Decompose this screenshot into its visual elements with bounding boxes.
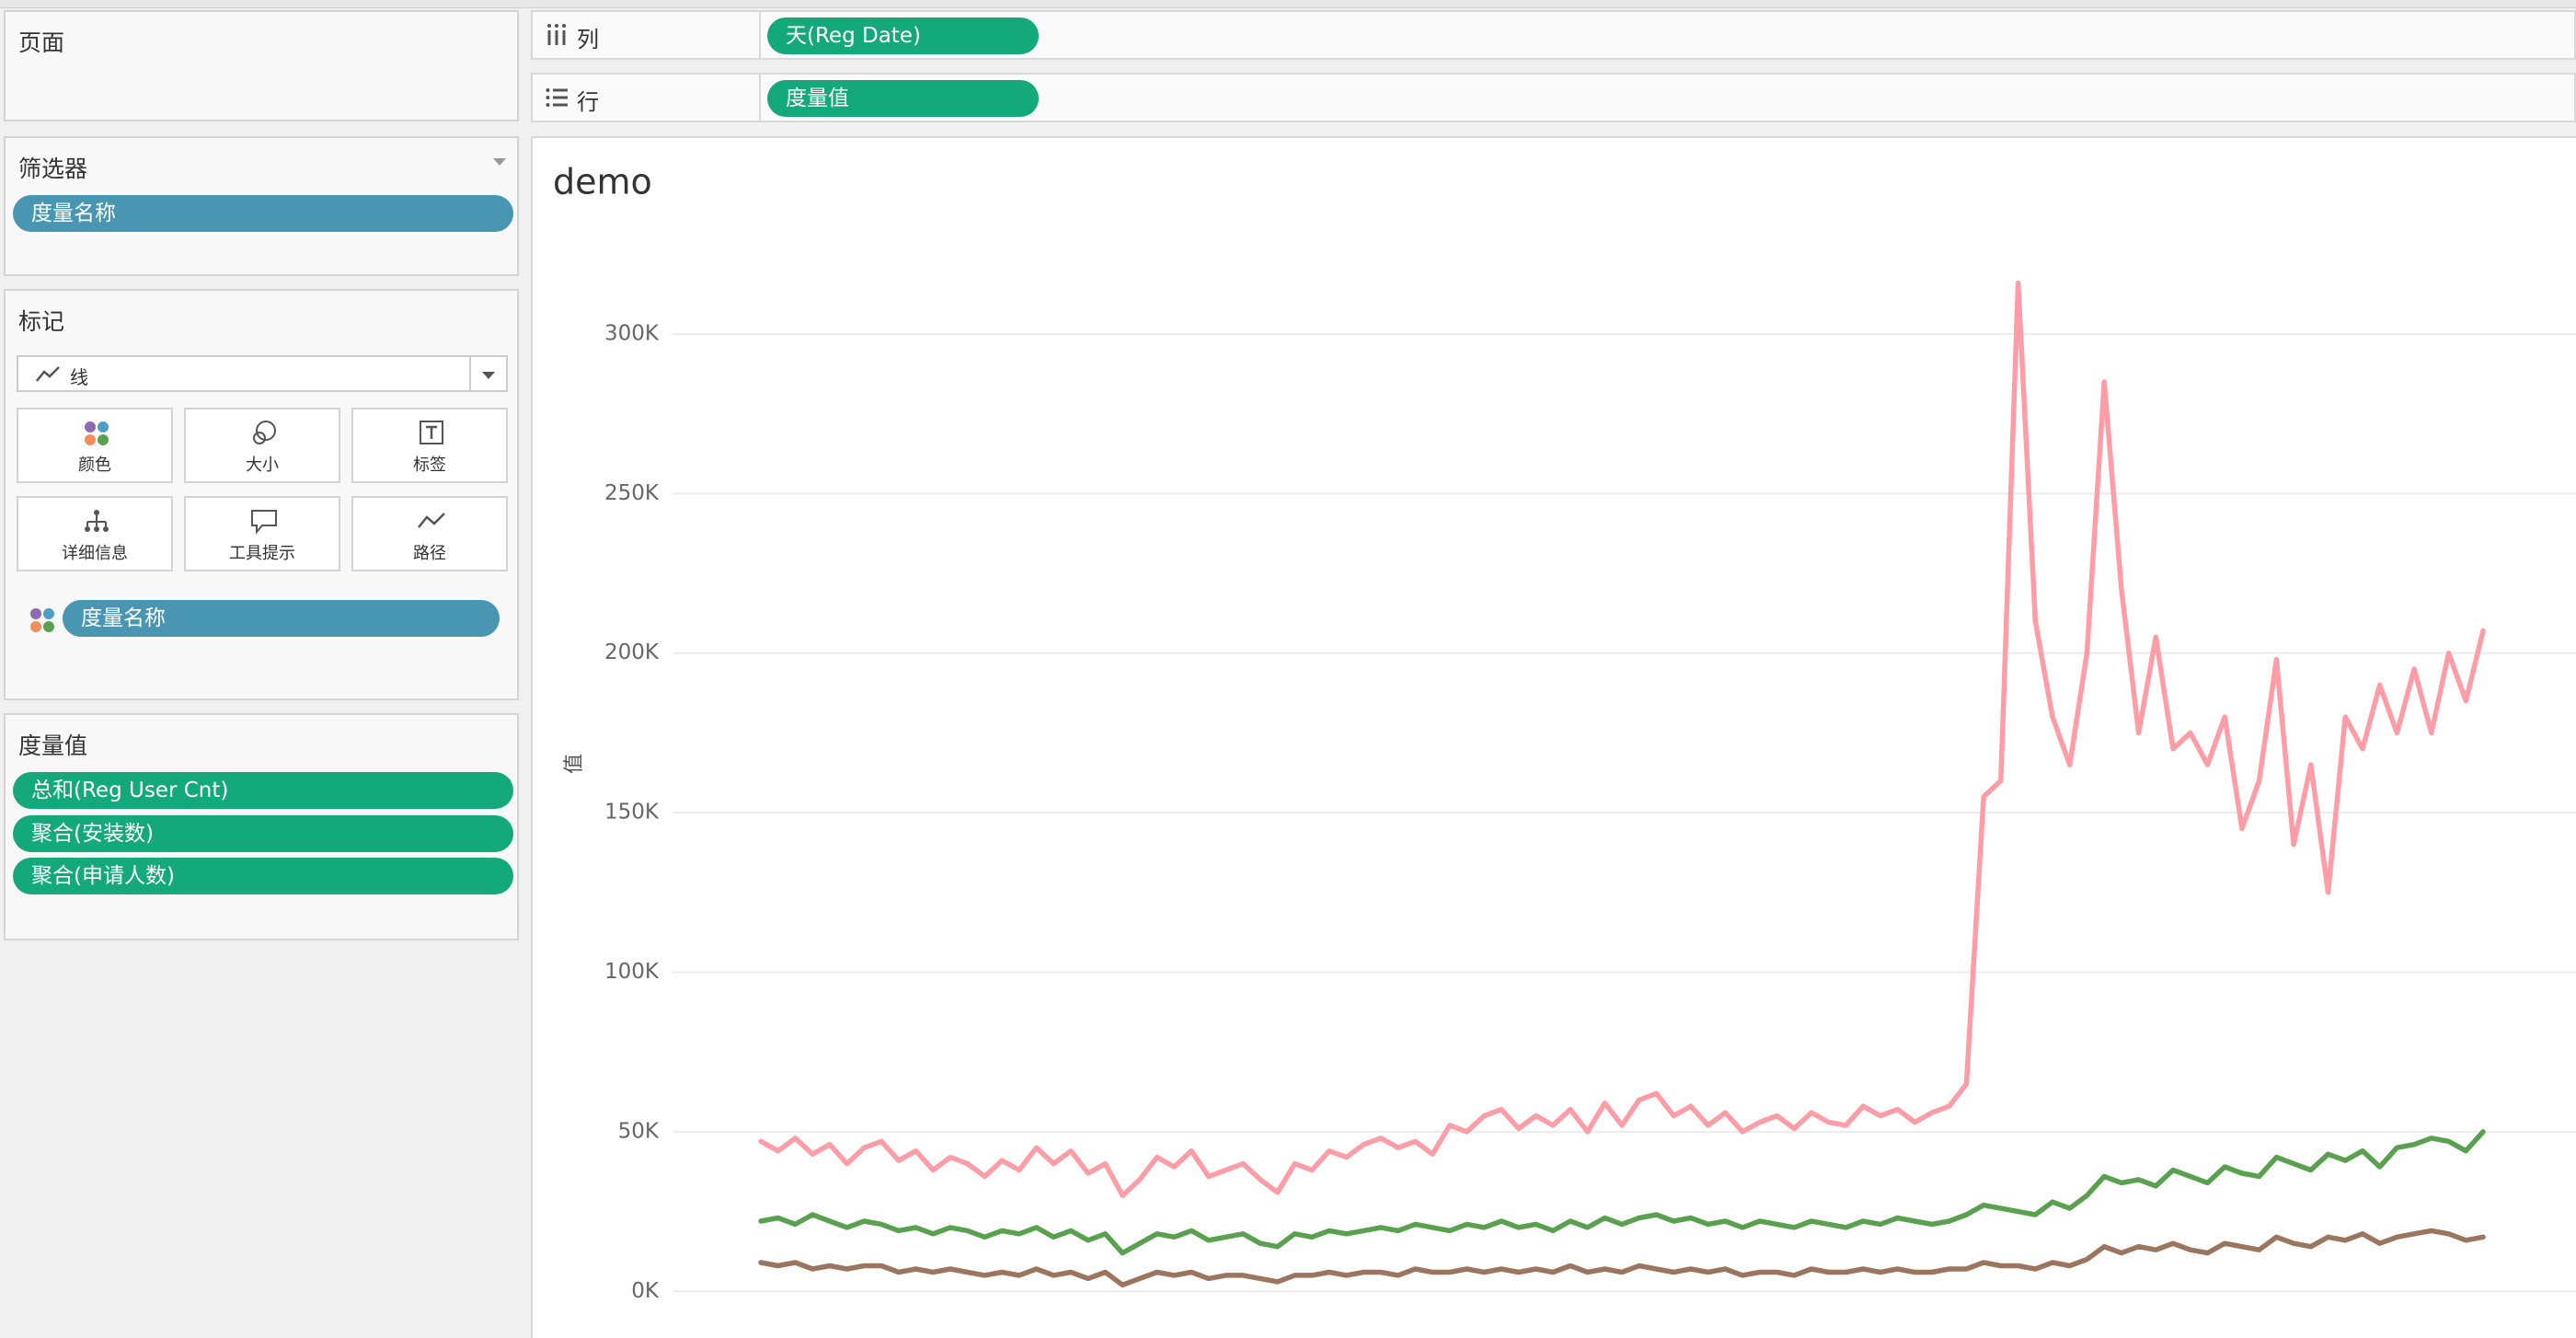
measure-pill[interactable]: 聚合(申请人数) bbox=[13, 858, 513, 894]
filters-panel: 筛选器 度量名称 bbox=[4, 136, 519, 276]
series-line bbox=[758, 1228, 2486, 1288]
y-tick-label: 50K bbox=[618, 1119, 660, 1143]
button-label: 颜色 bbox=[78, 456, 111, 475]
chart-title: demo bbox=[553, 162, 652, 202]
y-tick-label: 150K bbox=[604, 801, 660, 825]
detail-button[interactable]: 详细信息 bbox=[17, 496, 173, 571]
chart: demo 值 0K 50K 100K 150K 200K 250K 300K bbox=[531, 136, 2576, 1338]
measure-values-panel: 度量值 总和(Reg User Cnt) 聚合(安装数) 聚合(申请人数) bbox=[4, 713, 519, 940]
panel-title: 筛选器 bbox=[18, 156, 88, 182]
measure-pill[interactable]: 总和(Reg User Cnt) bbox=[13, 772, 513, 809]
mark-pill[interactable]: 度量名称 bbox=[63, 600, 500, 637]
label-icon bbox=[420, 421, 443, 444]
y-tick-label: 200K bbox=[604, 640, 660, 664]
dropdown-arrow bbox=[482, 372, 495, 379]
button-label: 标签 bbox=[413, 456, 446, 475]
panel-title: 度量值 bbox=[18, 732, 88, 759]
label-button[interactable]: 标签 bbox=[351, 408, 508, 483]
mark-type-dropdown[interactable]: 线 bbox=[17, 355, 508, 392]
size-icon bbox=[253, 421, 276, 444]
measure-pill[interactable]: 聚合(安装数) bbox=[13, 815, 513, 852]
line-icon bbox=[36, 366, 60, 382]
y-axis-label: 值 bbox=[563, 754, 586, 774]
color-button[interactable]: 颜色 bbox=[17, 408, 173, 483]
panel-title: 页面 bbox=[18, 29, 65, 56]
button-label: 路径 bbox=[413, 544, 446, 563]
rows-shelf: 行 度量值 bbox=[531, 73, 2576, 122]
panel-title: 标记 bbox=[18, 308, 65, 335]
rows-pill[interactable]: 度量值 bbox=[767, 80, 1039, 117]
y-tick-label: 300K bbox=[604, 321, 660, 345]
marks-panel: 标记 线 颜色 大小 标签 详细信息 工具提示 路径 度量名称 bbox=[4, 289, 519, 700]
columns-pill[interactable]: 天(Reg Date) bbox=[767, 17, 1039, 54]
series-line bbox=[758, 1129, 2486, 1256]
filter-pill[interactable]: 度量名称 bbox=[13, 195, 513, 232]
color-icon bbox=[30, 608, 54, 632]
separator bbox=[469, 357, 471, 390]
shelf-label: 列 bbox=[577, 27, 599, 52]
button-label: 详细信息 bbox=[62, 544, 128, 563]
y-tick-label: 0K bbox=[631, 1279, 660, 1303]
rows-icon bbox=[546, 88, 568, 107]
separator bbox=[759, 12, 761, 58]
detail-icon bbox=[85, 510, 109, 532]
series-line bbox=[758, 280, 2486, 1198]
path-button[interactable]: 路径 bbox=[351, 496, 508, 571]
size-button[interactable]: 大小 bbox=[184, 408, 340, 483]
shelf-label: 行 bbox=[577, 89, 599, 115]
tooltip-button[interactable]: 工具提示 bbox=[184, 496, 340, 571]
dropdown-arrow[interactable] bbox=[491, 156, 508, 167]
columns-shelf: 列 天(Reg Date) bbox=[531, 10, 2576, 60]
button-label: 大小 bbox=[246, 456, 279, 475]
pages-panel: 页面 bbox=[4, 10, 519, 121]
y-tick-label: 250K bbox=[604, 481, 660, 505]
path-icon bbox=[418, 513, 445, 528]
y-tick-label: 100K bbox=[604, 960, 660, 984]
color-icon bbox=[85, 421, 109, 445]
button-label: 工具提示 bbox=[229, 544, 295, 563]
columns-icon bbox=[547, 24, 566, 45]
separator bbox=[759, 75, 761, 121]
mark-type-label: 线 bbox=[70, 366, 88, 388]
tooltip-icon bbox=[251, 510, 277, 535]
tab-strip bbox=[0, 0, 2576, 8]
